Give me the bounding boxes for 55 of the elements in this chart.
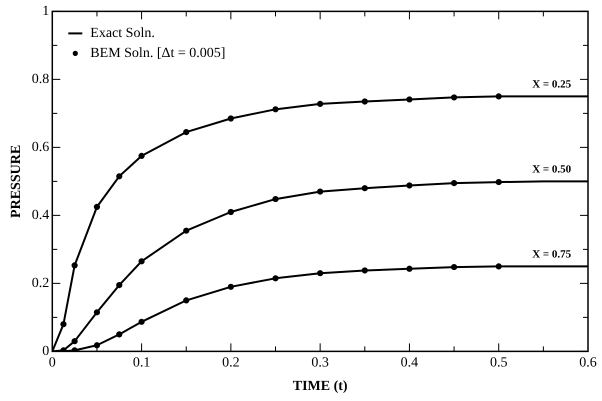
- legend-label: Exact Soln.: [90, 26, 155, 42]
- point: [406, 182, 413, 189]
- point: [228, 284, 234, 290]
- y-axis-title: PRESSURE: [9, 144, 24, 218]
- point: [72, 262, 78, 268]
- y-tick-label: 0.6: [32, 140, 50, 156]
- point: [183, 228, 190, 234]
- point: [94, 309, 100, 316]
- point: [116, 173, 122, 180]
- point: [496, 178, 502, 186]
- point: [138, 258, 145, 264]
- point: [60, 321, 67, 328]
- point: [228, 115, 234, 122]
- point: [94, 204, 100, 210]
- x-tick-label: 0.6: [579, 355, 597, 370]
- point: [272, 275, 279, 282]
- point: [94, 342, 100, 348]
- point: [450, 180, 458, 186]
- point: [116, 331, 122, 338]
- point: [450, 264, 458, 270]
- point: [317, 100, 324, 107]
- point: [406, 266, 413, 272]
- legend-label: BEM Soln. [Δt = 0.005]: [90, 46, 226, 62]
- annotation: X = 0.75: [532, 248, 572, 261]
- x-tick-label: 0.5: [490, 355, 508, 370]
- x-tick-label: 0.1: [132, 355, 150, 370]
- x-tick-label: 0.4: [400, 355, 418, 370]
- point: [116, 282, 122, 288]
- point: [272, 196, 279, 202]
- point: [317, 270, 324, 276]
- point: [496, 263, 502, 270]
- y-tick-label: 0: [42, 344, 50, 360]
- point: [406, 96, 413, 103]
- point: [496, 93, 502, 100]
- point: [228, 208, 234, 216]
- y-tick-label: 0.4: [32, 208, 50, 224]
- point: [362, 267, 368, 274]
- point: [362, 185, 368, 192]
- x-tick-label: 0.3: [311, 355, 329, 370]
- point: [138, 152, 145, 159]
- point: [362, 98, 368, 105]
- point: [183, 297, 190, 304]
- point: [272, 106, 279, 112]
- x-tick-label: 0.2: [222, 355, 240, 370]
- point: [317, 188, 324, 195]
- x-axis-title: TIME (t): [292, 379, 348, 394]
- point: [450, 94, 458, 101]
- point: [138, 318, 145, 325]
- y-tick-label: 0.8: [32, 72, 50, 88]
- annotation: X = 0.25: [532, 78, 572, 91]
- annotation: X = 0.50: [532, 164, 572, 176]
- y-tick-label: 0.2: [32, 276, 50, 292]
- point: [72, 338, 78, 344]
- point: [183, 129, 190, 136]
- y-tick-label: 1: [42, 4, 50, 20]
